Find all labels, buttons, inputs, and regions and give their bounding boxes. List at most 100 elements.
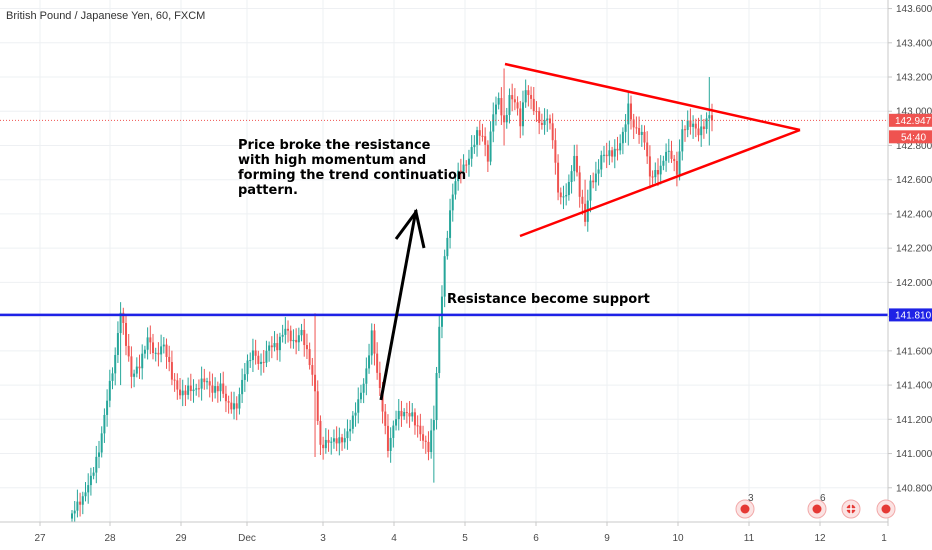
candle-body	[303, 329, 306, 346]
candle-body	[667, 150, 670, 152]
x-tick-label: 3	[320, 533, 326, 544]
x-tick-label: 12	[814, 533, 826, 544]
candle-body	[683, 129, 686, 131]
candle	[446, 230, 449, 260]
economic-event-icon[interactable]	[876, 499, 896, 519]
candle-body	[79, 501, 82, 505]
candle-body	[346, 431, 349, 439]
candle	[373, 323, 376, 366]
candle-body	[492, 114, 495, 132]
candle	[179, 377, 182, 400]
uk-flag-event-icon[interactable]	[841, 499, 861, 519]
candle	[111, 367, 114, 390]
candle-body	[262, 361, 265, 363]
candle-body	[141, 353, 144, 369]
candle	[570, 165, 573, 194]
candle-body	[87, 485, 90, 493]
candle-body	[557, 162, 560, 193]
candle-body	[670, 150, 673, 159]
candle	[276, 333, 279, 361]
candle-body	[397, 410, 400, 420]
candle-body	[643, 131, 646, 143]
candle-body	[389, 437, 392, 451]
candle-body	[349, 428, 352, 432]
candle-body	[81, 496, 84, 505]
candle	[675, 151, 678, 187]
candle	[467, 149, 470, 177]
candle-body	[546, 118, 549, 121]
candle	[416, 415, 419, 438]
current-price-badge: 142.947 54:40	[889, 113, 932, 144]
candle-body	[133, 373, 136, 377]
candle	[632, 113, 635, 140]
candle	[346, 419, 349, 450]
candle-body	[316, 391, 319, 421]
candle-body	[211, 385, 214, 393]
candle	[249, 352, 252, 368]
candle	[386, 414, 389, 458]
candle-body	[152, 342, 155, 353]
lower-trend-line[interactable]	[519, 128, 801, 238]
candle-body	[238, 394, 241, 409]
candle	[692, 115, 695, 139]
candle-body	[332, 438, 335, 442]
candle	[189, 373, 192, 401]
candle-body	[635, 127, 638, 129]
candle-body	[711, 115, 713, 121]
candle-body	[602, 154, 605, 156]
candle-body	[551, 123, 554, 141]
annotation-support: Resistance become support	[447, 292, 650, 307]
candle-body	[281, 334, 284, 337]
price-axis[interactable]	[888, 0, 932, 522]
candle-body	[654, 169, 657, 178]
candle	[92, 467, 95, 480]
candle-body	[624, 124, 627, 132]
candle-body	[249, 360, 252, 362]
upper-trend-line[interactable]	[504, 62, 801, 132]
candle-body	[200, 378, 203, 389]
momentum-arrow-line[interactable]	[379, 209, 418, 401]
candle	[424, 435, 427, 454]
candle-body	[605, 154, 608, 157]
candle-body	[665, 151, 668, 161]
economic-event-icon[interactable]: 6	[807, 493, 827, 519]
candle-body	[686, 120, 689, 130]
candle-body	[646, 142, 649, 157]
candle-body	[419, 425, 422, 435]
candle-body	[608, 150, 611, 157]
candle	[608, 140, 611, 166]
candle-body	[702, 126, 705, 130]
candle	[73, 500, 76, 522]
candle	[554, 128, 557, 175]
candle	[203, 368, 206, 390]
event-marker-dot	[812, 504, 822, 514]
candle-body	[230, 402, 233, 410]
candle-body	[292, 339, 295, 342]
candle	[246, 354, 249, 382]
event-marker-dot	[881, 504, 891, 514]
candle	[422, 425, 425, 449]
candle	[697, 117, 700, 142]
x-tick-label: 29	[175, 533, 187, 544]
candle-body	[459, 170, 462, 172]
candle-body	[108, 380, 111, 401]
candle-body	[138, 366, 141, 369]
candle	[257, 350, 260, 370]
candle	[197, 379, 200, 398]
candle	[659, 155, 662, 185]
candle	[338, 427, 341, 456]
candle-body	[554, 140, 557, 163]
candle	[84, 482, 87, 502]
candle	[170, 350, 173, 386]
economic-event-icon[interactable]: 3	[735, 493, 755, 519]
candle-body	[143, 349, 146, 354]
candle	[665, 143, 668, 172]
candle	[462, 154, 465, 179]
candle-body	[694, 123, 697, 129]
candle-body	[365, 368, 368, 384]
candle-body	[184, 390, 187, 395]
candle	[640, 124, 643, 147]
time-axis[interactable]	[0, 522, 888, 550]
